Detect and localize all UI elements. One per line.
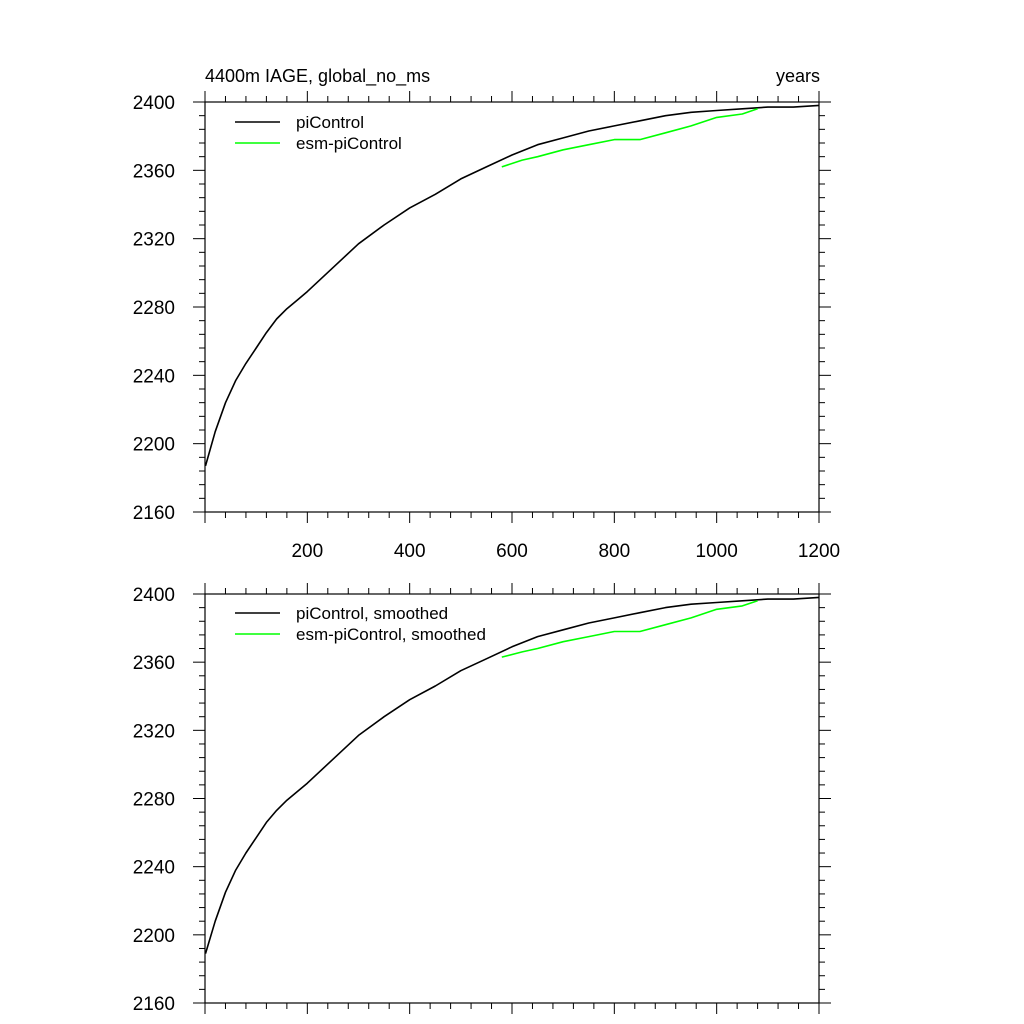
y-tick-label: 2360 xyxy=(133,653,175,674)
legend-label-picontrol: piControl xyxy=(296,113,364,132)
series-line-esm-picontrol xyxy=(501,108,758,168)
legend-label-picontrol-smoothed: piControl, smoothed xyxy=(296,604,448,623)
series-line-esm-picontrol-smoothed xyxy=(501,600,758,658)
x-tick-label: 200 xyxy=(291,541,323,562)
x-tick-label: 800 xyxy=(598,541,630,562)
y-tick-label: 2160 xyxy=(133,503,175,524)
x-tick-label: 600 xyxy=(496,541,528,562)
y-tick-label: 2320 xyxy=(133,721,175,742)
chart-title-right: years xyxy=(776,66,820,86)
plot-frame-2 xyxy=(204,593,820,1004)
legend-bottom: piControl, smoothed esm-piControl, smoot… xyxy=(235,604,486,644)
y-tick-label: 2240 xyxy=(133,858,175,879)
legend-top: piControl esm-piControl xyxy=(235,113,402,153)
legend-label-esm-picontrol: esm-piControl xyxy=(296,134,402,153)
y-tick-label: 2280 xyxy=(133,298,175,319)
x-tick-label: 400 xyxy=(394,541,426,562)
x-tick-label: 1000 xyxy=(696,541,738,562)
x-tick-label: 1200 xyxy=(798,541,840,562)
y-tick-label: 2160 xyxy=(133,994,175,1015)
y-tick-label: 2240 xyxy=(133,366,175,387)
legend-label-esm-picontrol-smoothed: esm-piControl, smoothed xyxy=(296,625,486,644)
series-line-picontrol xyxy=(204,104,820,467)
y-tick-label: 2320 xyxy=(133,230,175,251)
y-tick-label: 2400 xyxy=(133,93,175,114)
y-tick-label: 2200 xyxy=(133,435,175,456)
chart-title: 4400m IAGE, global_no_ms xyxy=(205,66,430,87)
y-tick-label: 2360 xyxy=(133,161,175,182)
y-tick-label: 2280 xyxy=(133,790,175,811)
y-tick-label: 2400 xyxy=(133,585,175,606)
y-tick-label: 2200 xyxy=(133,926,175,947)
series-line-picontrol-smoothed xyxy=(204,596,820,954)
